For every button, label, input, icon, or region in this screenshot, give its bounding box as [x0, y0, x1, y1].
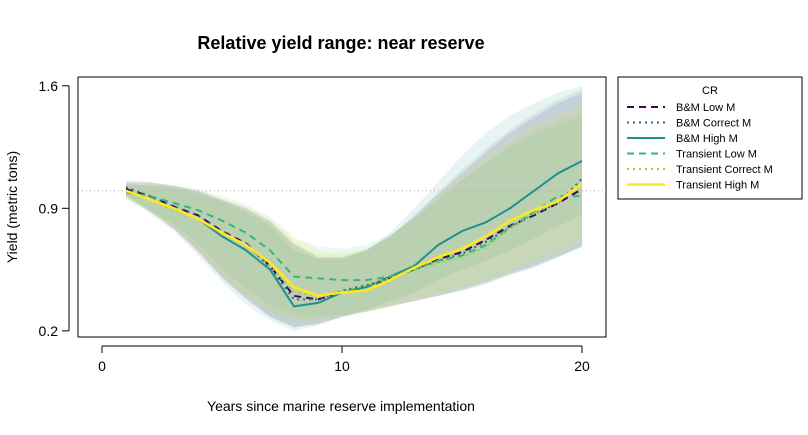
x-axis-label: Years since marine reserve implementatio… — [207, 398, 475, 414]
legend-label-2: B&M Correct M — [676, 118, 751, 130]
y-tick-label: 0.2 — [39, 323, 59, 339]
legend-label-3: B&M High M — [676, 133, 738, 145]
legend-label-4: Transient Low M — [676, 149, 757, 161]
x-axis: 0 10 20 — [98, 345, 590, 374]
plot-frame — [77, 76, 607, 338]
y-tick-label: 1.6 — [39, 78, 59, 94]
band-series-1 — [126, 92, 582, 328]
y-axis-label: Yield (metric tons) — [4, 151, 20, 263]
legend-label-5: Transient Correct M — [676, 164, 773, 176]
legend-title: CR — [702, 85, 718, 97]
x-tick-label: 0 — [98, 358, 106, 374]
legend-label-1: B&M Low M — [676, 102, 735, 114]
legend-label-6: Transient High M — [676, 180, 759, 192]
y-axis: 0.2 0.9 1.6 — [39, 78, 70, 339]
line-series-2 — [125, 177, 583, 301]
line-series-6 — [125, 182, 583, 298]
series-lines — [125, 160, 583, 308]
x-tick-label: 10 — [334, 358, 350, 374]
chart-title: Relative yield range: near reserve — [197, 33, 484, 53]
line-series-4 — [125, 191, 582, 282]
band-series-4 — [126, 117, 582, 317]
legend: CR B&M Low M B&M Correct M B&M High M Trans… — [617, 76, 803, 200]
band-series-5 — [126, 110, 582, 323]
band-series-3 — [126, 85, 582, 331]
x-tick-label: 20 — [574, 358, 590, 374]
band-series-2 — [126, 89, 582, 328]
band-series-6 — [126, 105, 582, 321]
y-tick-label: 0.9 — [39, 200, 59, 216]
legend-items: B&M Low M B&M Correct M B&M High M Transien… — [627, 102, 773, 192]
uncertainty-bands — [126, 85, 582, 331]
